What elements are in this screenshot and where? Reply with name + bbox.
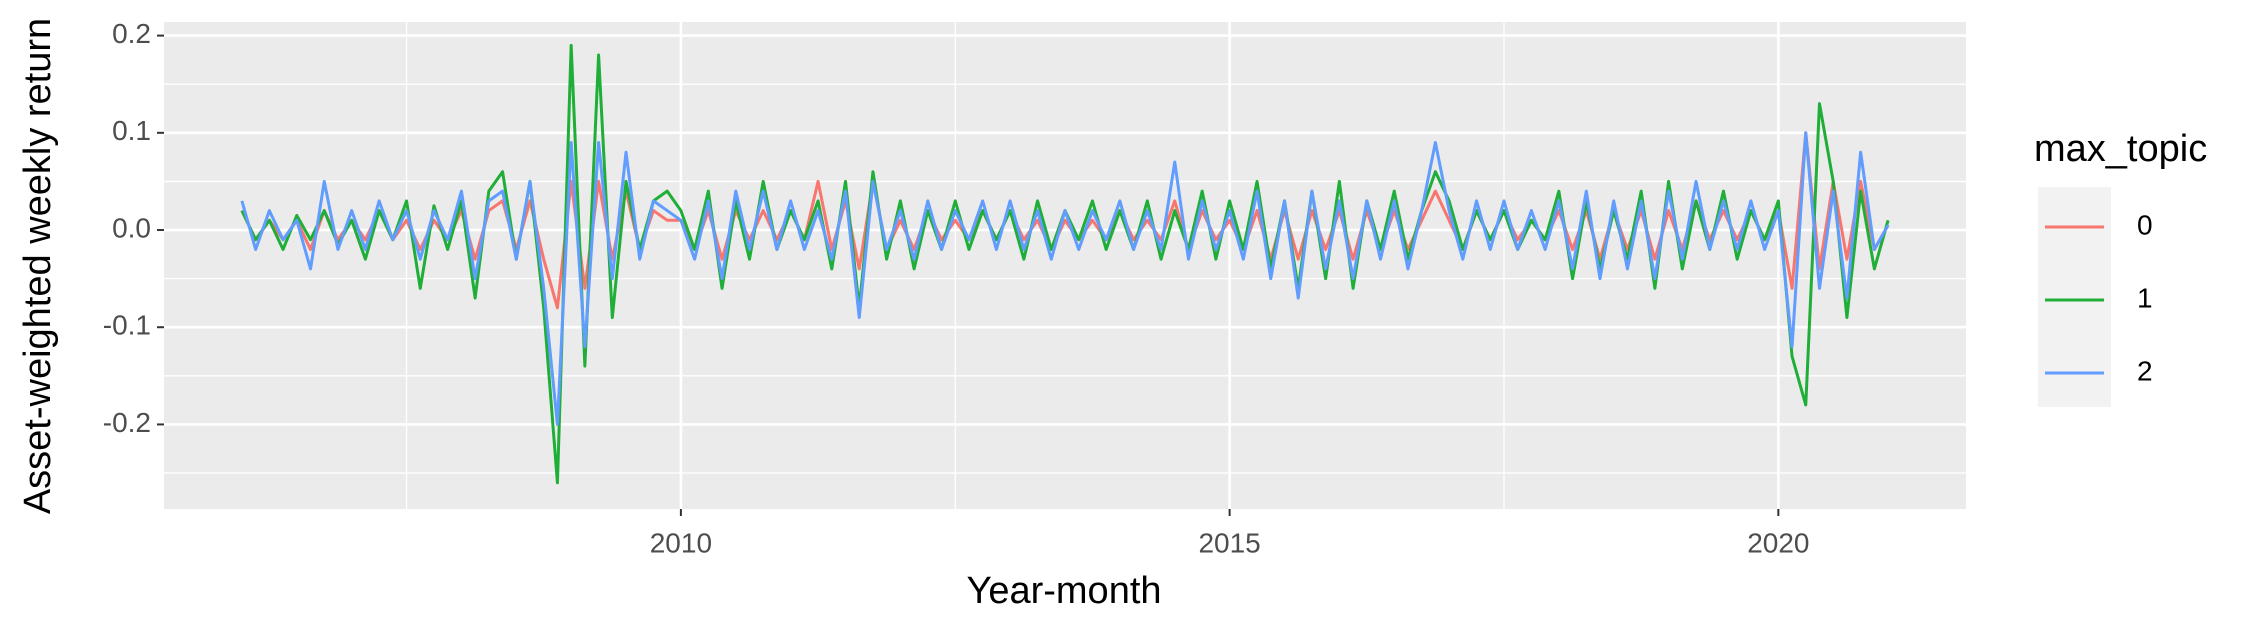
y-tick-label: 0.0 (112, 212, 151, 243)
y-tick-label: 0.2 (112, 18, 151, 49)
legend-title: max_topic (2034, 128, 2207, 170)
legend: 0 1 2 (2045, 209, 2153, 386)
legend-label: 0 (2137, 209, 2153, 240)
y-tick-label: -0.2 (103, 407, 151, 438)
legend-label: 2 (2137, 355, 2153, 386)
axes: -0.2 -0.1 0.0 0.1 0.2 2010 2015 2020 (103, 18, 1810, 558)
series-line (240, 131, 1890, 426)
x-tick-label: 2010 (650, 527, 712, 558)
x-tick-label: 2020 (1747, 527, 1809, 558)
legend-label: 1 (2137, 282, 2153, 313)
y-tick-label: -0.1 (103, 310, 151, 341)
y-axis-title: Asset-weighted weekly return (17, 18, 59, 514)
panel (164, 22, 1966, 509)
legend-keys (2038, 187, 2111, 407)
x-tick-label: 2015 (1198, 527, 1260, 558)
x-axis-title: Year-month (966, 570, 1161, 612)
lines (240, 43, 1890, 485)
y-tick-label: 0.1 (112, 115, 151, 146)
